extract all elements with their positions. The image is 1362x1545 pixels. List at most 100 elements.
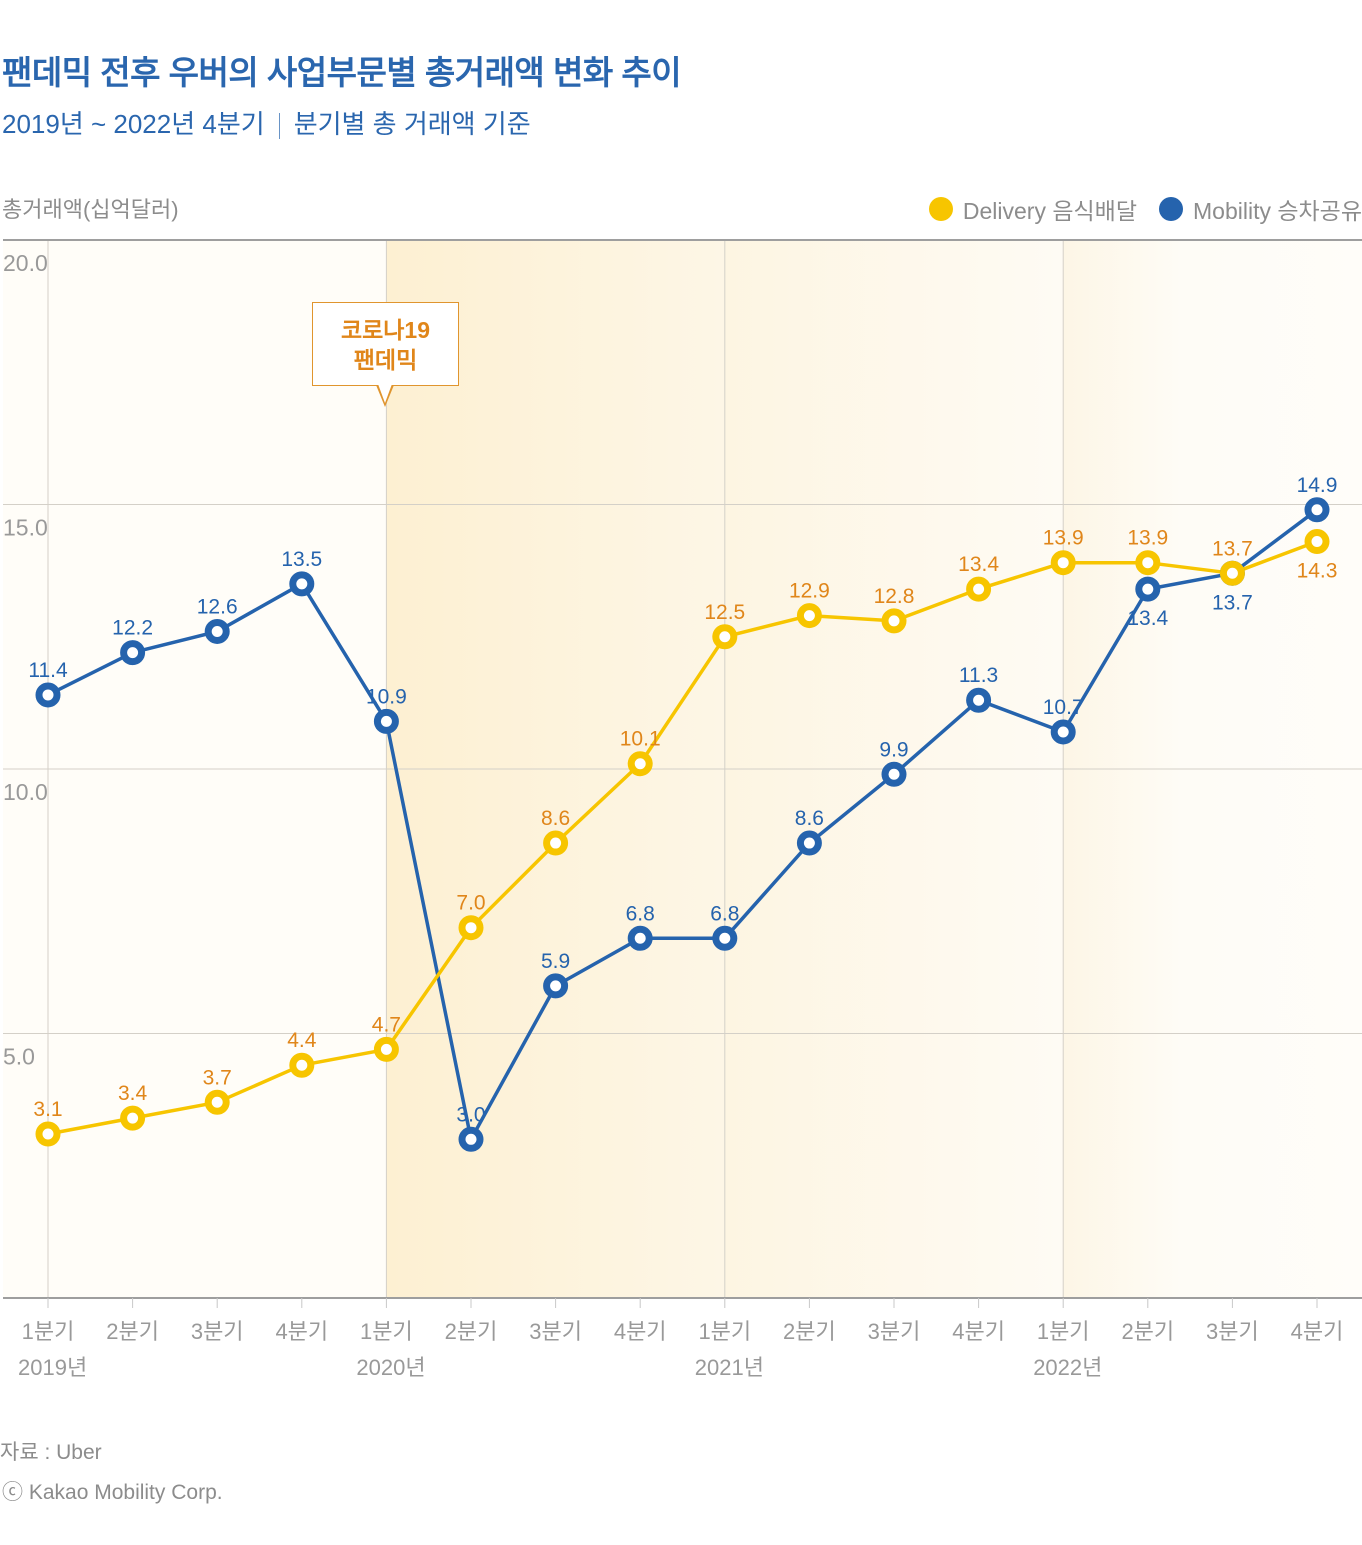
delivery-point xyxy=(204,1089,230,1115)
delivery-data-label: 3.1 xyxy=(33,1098,62,1121)
y-tick-label: 20.0 xyxy=(3,250,48,276)
delivery-data-label: 8.6 xyxy=(541,807,570,830)
pandemic-annotation: 코로나19 팬데믹 xyxy=(312,302,459,386)
delivery-point xyxy=(1050,550,1076,576)
subtitle-period: 2019년 ~ 2022년 4분기 xyxy=(2,109,265,139)
delivery-data-label: 12.8 xyxy=(874,585,915,608)
chart-subtitle: 2019년 ~ 2022년 4분기 분기별 총 거래액 기준 xyxy=(2,104,531,141)
legend-label-mobility: Mobility 승차공유 xyxy=(1193,198,1362,224)
delivery-point xyxy=(966,576,992,602)
mobility-data-label: 11.3 xyxy=(959,664,998,687)
annotation-pointer-fill xyxy=(378,384,392,403)
mobility-data-label: 11.4 xyxy=(28,659,68,682)
year-label: 2019년 xyxy=(18,1355,87,1380)
delivery-point xyxy=(712,624,738,650)
mobility-data-label: 13.5 xyxy=(281,548,322,571)
legend: Delivery 음식배달 Mobility 승차공유 xyxy=(907,192,1362,226)
x-tick-label: 4분기 xyxy=(275,1319,328,1344)
mobility-data-label: 14.9 xyxy=(1297,474,1338,497)
x-tick-label: 4분기 xyxy=(1291,1319,1344,1344)
delivery-data-label: 12.9 xyxy=(789,580,830,603)
mobility-data-label: 10.9 xyxy=(366,685,407,708)
mobility-point xyxy=(543,973,569,999)
mobility-point xyxy=(35,682,61,708)
delivery-data-label: 14.3 xyxy=(1297,560,1338,583)
delivery-data-label: 4.7 xyxy=(372,1013,401,1036)
annotation-line1: 코로나19 xyxy=(340,317,431,343)
delivery-point xyxy=(458,915,484,941)
mobility-point xyxy=(796,830,822,856)
x-tick-label: 4분기 xyxy=(614,1319,667,1344)
delivery-point xyxy=(120,1105,146,1131)
delivery-data-label: 13.9 xyxy=(1043,527,1084,550)
x-tick-label: 3분기 xyxy=(868,1319,921,1344)
mobility-point xyxy=(627,925,653,951)
legend-item-mobility: Mobility 승차공유 xyxy=(1159,192,1362,226)
delivery-point xyxy=(543,830,569,856)
mobility-point xyxy=(712,925,738,951)
delivery-data-label: 7.0 xyxy=(456,892,485,915)
y-tick-label: 15.0 xyxy=(3,515,48,541)
y-tick-label: 5.0 xyxy=(3,1044,35,1070)
delivery-point xyxy=(627,751,653,777)
x-tick-label: 2분기 xyxy=(445,1319,498,1344)
subtitle-basis: 분기별 총 거래액 기준 xyxy=(293,109,531,139)
x-tick-label: 1분기 xyxy=(360,1319,413,1344)
mobility-data-label: 6.8 xyxy=(710,902,739,925)
year-label: 2021년 xyxy=(695,1355,764,1380)
mobility-data-label: 12.2 xyxy=(112,617,153,640)
x-tick-label: 4분기 xyxy=(952,1319,1005,1344)
delivery-point xyxy=(796,603,822,629)
mobility-point xyxy=(458,1126,484,1152)
delivery-data-label: 13.9 xyxy=(1127,527,1168,550)
annotation-line2: 팬데믹 xyxy=(353,347,418,373)
delivery-point xyxy=(373,1036,399,1062)
delivery-point xyxy=(1304,529,1330,555)
delivery-point xyxy=(881,608,907,634)
delivery-data-label: 4.4 xyxy=(287,1029,317,1052)
subtitle-divider xyxy=(278,113,280,140)
year-label: 2020년 xyxy=(356,1355,425,1380)
mobility-data-label: 8.6 xyxy=(795,807,824,830)
mobility-point xyxy=(1135,576,1161,602)
x-tick-label: 1분기 xyxy=(1037,1319,1090,1344)
mobility-point xyxy=(373,708,399,734)
mobility-line xyxy=(47,508,1319,1142)
legend-label-delivery: Delivery 음식배달 xyxy=(962,198,1137,224)
x-tick-label: 2분기 xyxy=(1121,1319,1174,1344)
x-tick-label: 1분기 xyxy=(698,1319,751,1344)
year-label: 2022년 xyxy=(1033,1355,1102,1380)
legend-item-delivery: Delivery 음식배달 xyxy=(928,192,1137,226)
mobility-data-label: 6.8 xyxy=(626,902,655,925)
mobility-data-label: 13.4 xyxy=(1127,607,1168,630)
delivery-line xyxy=(47,539,1318,1136)
x-tick-label: 3분기 xyxy=(191,1319,244,1344)
delivery-data-label: 3.4 xyxy=(118,1082,148,1105)
mobility-data-label: 9.9 xyxy=(879,738,908,761)
mobility-point xyxy=(1050,719,1076,745)
mobility-data-label: 13.7 xyxy=(1212,591,1253,614)
delivery-point xyxy=(35,1121,61,1147)
delivery-point xyxy=(1135,550,1161,576)
y-tick-label: 10.0 xyxy=(3,779,48,805)
legend-dot-delivery xyxy=(928,197,953,221)
x-tick-label: 2분기 xyxy=(106,1319,159,1344)
chart-title: 팬데믹 전후 우버의 사업부문별 총거래액 변화 추이 xyxy=(2,54,682,91)
mobility-data-label: 10.7 xyxy=(1043,696,1084,719)
mobility-point xyxy=(289,571,315,597)
copyright-note: ⓒ Kakao Mobility Corp. xyxy=(2,1481,223,1504)
delivery-data-label: 10.1 xyxy=(620,728,661,751)
delivery-data-label: 13.7 xyxy=(1212,537,1253,560)
delivery-data-label: 3.7 xyxy=(203,1066,232,1089)
delivery-point xyxy=(289,1052,315,1078)
mobility-point xyxy=(966,687,992,713)
delivery-point xyxy=(1219,560,1245,586)
delivery-data-label: 13.4 xyxy=(958,553,999,576)
legend-dot-mobility xyxy=(1159,197,1183,221)
delivery-data-label: 12.5 xyxy=(704,601,745,624)
x-tick-label: 1분기 xyxy=(22,1319,75,1344)
x-tick-label: 2분기 xyxy=(783,1319,836,1344)
x-tick-label: 3분기 xyxy=(1206,1319,1259,1344)
source-note: 자료 : Uber xyxy=(0,1441,102,1464)
y-axis-label: 총거래액(십억달러) xyxy=(2,197,179,222)
